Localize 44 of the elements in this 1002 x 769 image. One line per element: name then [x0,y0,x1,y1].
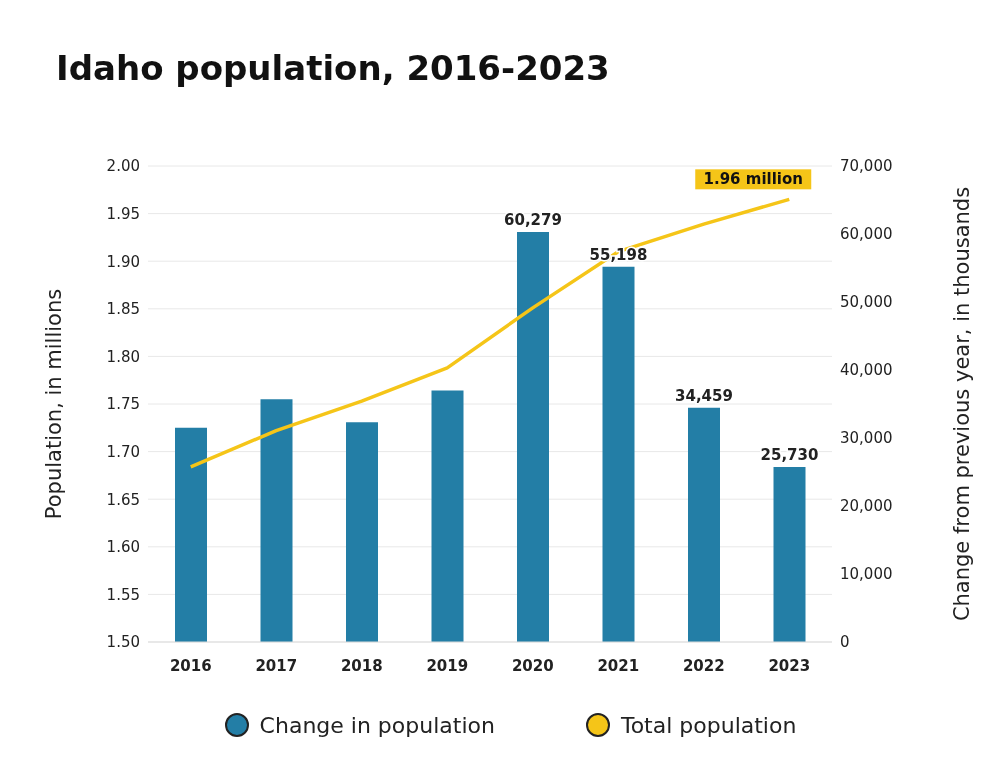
y2-tick-label: 30,000 [840,429,893,448]
x-tick-label: 2021 [597,656,640,675]
y-tick-label: 1.50 [106,633,140,652]
x-tick-label: 2023 [768,656,811,675]
bar [431,390,464,642]
y2-tick-label: 70,000 [840,157,893,176]
y-tick-label: 1.80 [106,347,140,366]
chart-title: Idaho population, 2016-2023 [55,47,611,88]
y-tick-label: 1.70 [106,442,140,461]
y-tick-label: 1.55 [106,585,140,604]
data-label: 34,459 [675,386,733,405]
y-tick-label: 1.65 [106,490,140,509]
y2-tick-label: 40,000 [840,361,893,380]
y-tick-label: 1.85 [106,300,140,319]
x-tick-label: 2020 [511,656,554,675]
y-tick-label: 1.90 [106,252,140,271]
bar [260,399,293,642]
x-tick-label: 2016 [169,656,212,675]
bar [602,266,635,642]
y-tick-label: 2.00 [106,157,140,176]
data-label: 25,730 [760,446,819,465]
x-tick-label: 2017 [255,656,298,675]
y-tick-label: 1.60 [106,538,140,557]
y2-tick-label: 0 [840,633,850,652]
x-tick-label: 2018 [340,656,383,675]
y2-axis-title: Change from previous year, in thousands [950,186,975,622]
legend-label: Change in population [259,712,495,738]
bar [773,467,806,642]
bar [517,232,549,642]
y2-tick-label: 60,000 [840,225,893,244]
y2-tick-label: 20,000 [840,497,893,516]
bar [175,427,207,642]
x-tick-label: 2022 [682,656,725,675]
annotation: 1.96 million [703,170,803,189]
data-label: 60,279 [504,211,562,230]
legend-label: Total population [620,712,797,738]
y-tick-label: 1.75 [106,395,140,414]
y-tick-label: 1.95 [106,204,140,223]
y2-tick-label: 10,000 [840,565,893,584]
bar [346,422,378,642]
y-axis-title: Population, in millions [42,288,67,520]
x-tick-label: 2019 [426,656,469,675]
bar [688,407,720,642]
y2-tick-label: 50,000 [840,293,893,312]
